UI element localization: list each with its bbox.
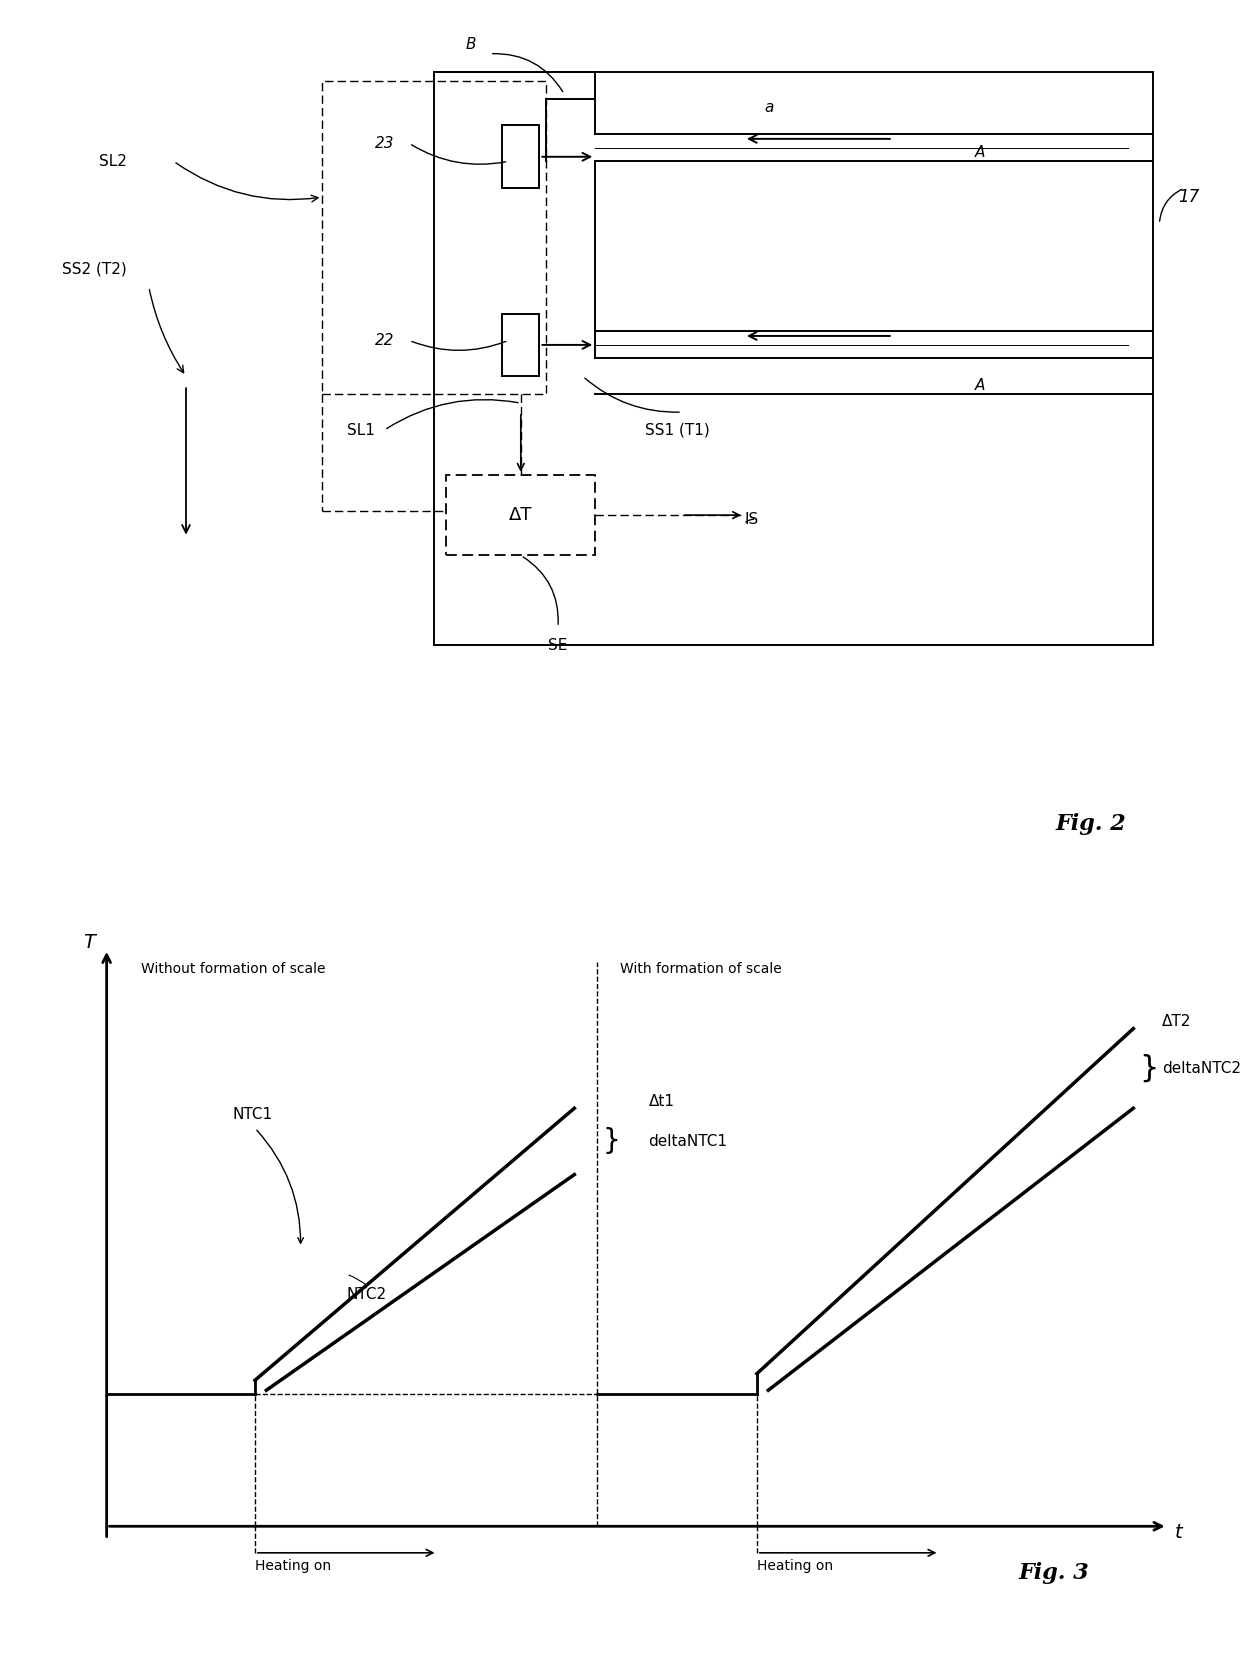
Text: T: T bbox=[83, 932, 95, 952]
Text: Heating on: Heating on bbox=[255, 1559, 331, 1573]
Text: 17: 17 bbox=[1178, 187, 1199, 206]
Text: t: t bbox=[1176, 1523, 1183, 1543]
Text: 23: 23 bbox=[374, 136, 394, 151]
Text: SS1 (T1): SS1 (T1) bbox=[645, 423, 709, 438]
Text: ΔT: ΔT bbox=[510, 506, 532, 524]
Text: B: B bbox=[466, 36, 476, 53]
Text: deltaNTC2: deltaNTC2 bbox=[1162, 1060, 1240, 1077]
Text: deltaNTC1: deltaNTC1 bbox=[649, 1133, 728, 1150]
Text: IS: IS bbox=[744, 513, 758, 528]
Text: }: } bbox=[603, 1128, 621, 1155]
Bar bbox=[502, 126, 539, 187]
Text: 22: 22 bbox=[374, 333, 394, 348]
Text: Without formation of scale: Without formation of scale bbox=[141, 962, 325, 975]
Text: SS2 (T2): SS2 (T2) bbox=[62, 260, 126, 277]
Text: SL2: SL2 bbox=[99, 154, 126, 169]
Text: }: } bbox=[1140, 1053, 1158, 1083]
Text: SE: SE bbox=[548, 637, 568, 652]
Text: With formation of scale: With formation of scale bbox=[620, 962, 781, 975]
Text: Heating on: Heating on bbox=[756, 1559, 833, 1573]
Text: ΔT2: ΔT2 bbox=[1162, 1014, 1192, 1030]
Text: NTC2: NTC2 bbox=[346, 1286, 387, 1302]
Text: a: a bbox=[764, 100, 774, 114]
Text: A: A bbox=[975, 378, 985, 393]
Bar bbox=[502, 314, 539, 377]
Text: NTC1: NTC1 bbox=[232, 1107, 273, 1123]
Bar bbox=[434, 71, 1153, 645]
Bar bbox=[446, 474, 595, 556]
Text: Fig. 3: Fig. 3 bbox=[1018, 1561, 1089, 1584]
Bar bbox=[322, 81, 546, 395]
Text: Δt1: Δt1 bbox=[649, 1093, 675, 1110]
Text: A: A bbox=[975, 144, 985, 159]
Text: Fig. 2: Fig. 2 bbox=[1055, 813, 1127, 834]
Text: SL1: SL1 bbox=[347, 423, 374, 438]
